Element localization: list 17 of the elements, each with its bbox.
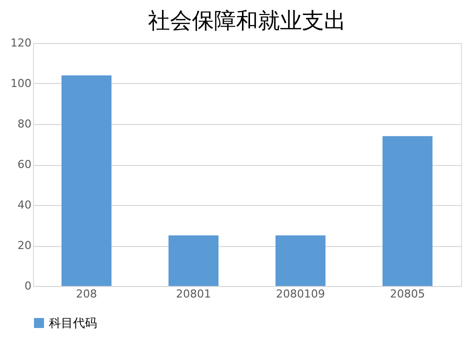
chart-title: 社会保障和就业支出: [148, 9, 346, 34]
x-tick-label: 208: [76, 288, 97, 300]
y-tick-label: 80: [18, 118, 32, 130]
y-tick-label: 60: [18, 158, 32, 171]
bar: [276, 235, 326, 286]
y-tick-label: 100: [10, 77, 32, 90]
y-tick-label: 120: [10, 36, 32, 50]
y-tick-label: 20: [18, 239, 32, 252]
legend-label: 科目代码: [49, 316, 97, 330]
bar: [382, 136, 432, 286]
bar: [62, 75, 112, 286]
y-tick-label: 40: [18, 198, 32, 212]
bar: [168, 235, 218, 286]
y-tick-label: 0: [24, 280, 32, 292]
x-tick-label: 20805: [390, 288, 425, 300]
x-tick-label: 20801: [176, 288, 211, 300]
x-tick-label: 2080109: [276, 288, 325, 300]
